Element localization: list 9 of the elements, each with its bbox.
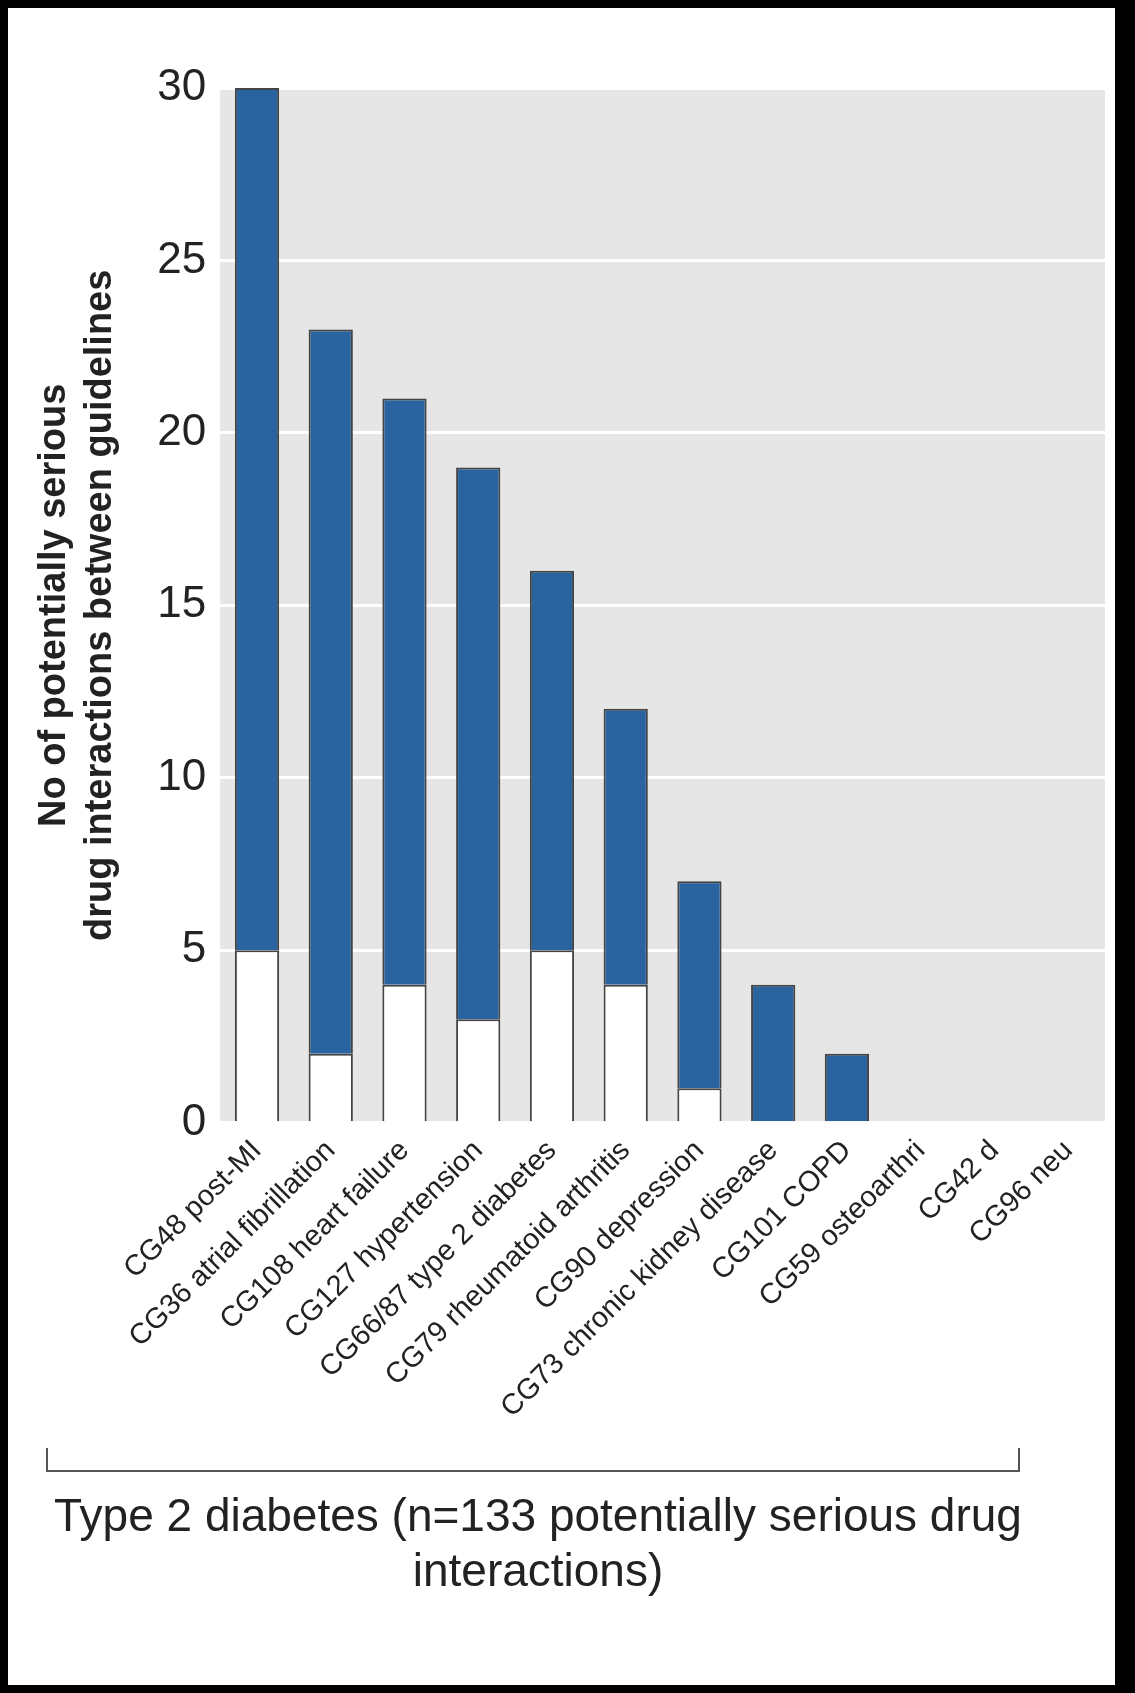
y-tick-label: 30 xyxy=(157,60,207,110)
y-tick-label: 15 xyxy=(157,577,207,627)
y-tick-label: 0 xyxy=(181,1094,207,1144)
y-tick-label: 10 xyxy=(157,749,207,799)
y-tick-label: 20 xyxy=(157,405,207,455)
y-tick-label: 25 xyxy=(157,232,207,282)
y-axis-title: No of potentially serious drug interactions between guidelines xyxy=(31,269,119,942)
x-axis-title: Type 2 diabetes (n=133 potentially serious drug interactions) xyxy=(53,1488,1023,1599)
y-tick-label: 5 xyxy=(181,922,207,972)
